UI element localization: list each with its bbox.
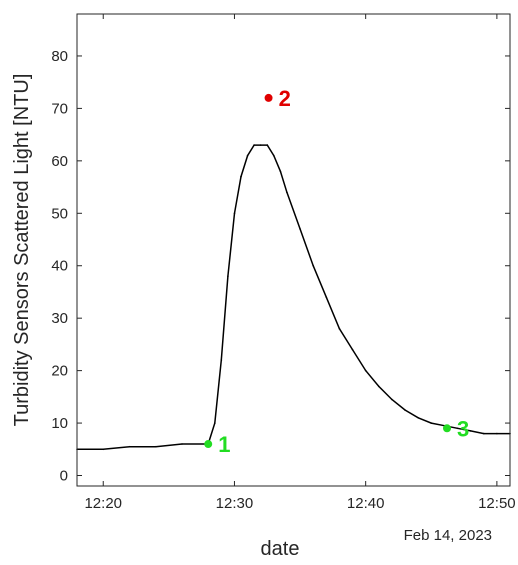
data-point — [233, 212, 236, 215]
y-tick-label: 60 — [51, 153, 68, 170]
data-point — [417, 417, 420, 419]
data-point — [430, 422, 433, 424]
data-point — [483, 432, 485, 435]
y-tick-label: 0 — [60, 468, 68, 485]
annotation-label-2: 2 — [279, 86, 291, 111]
data-point — [404, 409, 406, 411]
data-point — [325, 296, 328, 299]
data-point — [286, 191, 288, 194]
annotation-marker-1 — [204, 440, 213, 449]
y-axis-title: Turbidity Sensors Scattered Light [NTU] — [11, 74, 33, 427]
data-point — [299, 228, 301, 230]
data-point — [456, 427, 459, 430]
y-tick-label: 40 — [51, 258, 68, 275]
y-tick-label: 20 — [51, 363, 68, 380]
y-tick-label: 80 — [51, 48, 68, 65]
series-layer — [76, 144, 511, 451]
data-point — [227, 275, 229, 278]
data-point — [391, 398, 393, 401]
y-tick-label: 70 — [51, 100, 68, 117]
data-point — [469, 430, 472, 432]
annotation-layer: 1 2 3 — [204, 86, 469, 457]
x-date-label: Feb 14, 2023 — [404, 527, 492, 544]
x-tick-label: 12:50 — [478, 495, 516, 512]
data-point — [240, 175, 242, 178]
data-point — [246, 154, 249, 157]
data-point — [128, 445, 131, 448]
data-point — [266, 144, 269, 146]
annotation-marker-2 — [264, 93, 273, 102]
data-point — [496, 432, 498, 435]
data-point — [273, 154, 275, 157]
x-axis-title: date — [261, 538, 300, 560]
data-point — [102, 448, 104, 451]
y-axis: 0 10 20 30 40 50 60 70 80 — [51, 48, 510, 485]
data-point — [253, 144, 255, 146]
data-point — [220, 359, 223, 361]
annotation-label-1: 1 — [218, 432, 230, 457]
data-point — [214, 422, 216, 424]
y-tick-label: 10 — [51, 415, 68, 432]
y-tick-label: 50 — [51, 205, 68, 222]
data-point — [154, 445, 157, 448]
x-axis: 12:20 12:30 12:40 12:50 — [84, 14, 516, 512]
data-point — [312, 264, 315, 267]
annotation-label-3: 3 — [457, 416, 469, 441]
y-tick-label: 30 — [51, 310, 68, 327]
plot-area — [77, 14, 510, 486]
data-point — [181, 443, 183, 445]
data-point — [351, 348, 354, 351]
data-point — [378, 385, 380, 388]
x-tick-label: 12:20 — [84, 495, 122, 512]
x-tick-label: 12:30 — [216, 495, 254, 512]
annotation-marker-3 — [443, 424, 452, 433]
data-point — [338, 327, 341, 330]
data-point — [279, 170, 282, 173]
data-point — [259, 144, 262, 146]
data-point — [364, 369, 367, 372]
plot-frame — [76, 13, 511, 487]
x-tick-label: 12:40 — [347, 495, 385, 512]
